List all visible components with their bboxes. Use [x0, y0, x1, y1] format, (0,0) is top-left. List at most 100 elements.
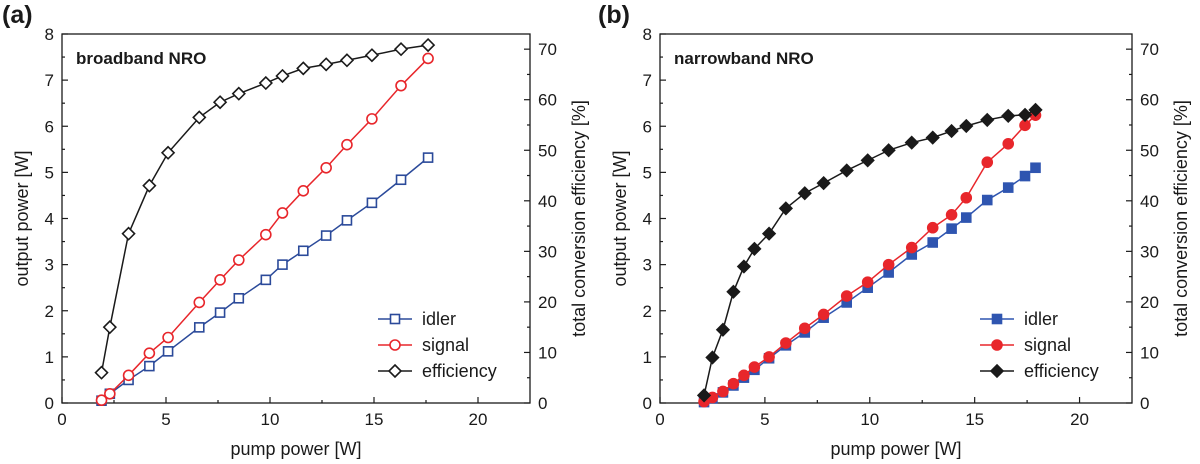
legend-marker-signal	[991, 339, 1003, 351]
legend-label-signal: signal	[1024, 335, 1071, 355]
data-point-signal	[320, 161, 332, 174]
legend-marker-idler	[389, 313, 401, 325]
y-tick-label: 4	[45, 210, 54, 229]
y-tick-label: 1	[643, 348, 652, 367]
y-tick-label: 1	[45, 348, 54, 367]
legend-label-signal: signal	[422, 335, 469, 355]
y-tick-label: 3	[643, 256, 652, 275]
x-tick-label: 5	[161, 410, 170, 429]
data-point-efficiency	[102, 320, 117, 335]
data-point-idler	[233, 292, 245, 304]
y2-tick-label: 70	[538, 40, 557, 59]
data-point-efficiency	[816, 175, 831, 191]
data-point-efficiency	[726, 284, 741, 299]
panel-label: (b)	[598, 1, 630, 29]
legend-label-efficiency: efficiency	[422, 361, 497, 381]
y2-tick-label: 10	[538, 343, 557, 362]
data-point-idler	[422, 152, 434, 163]
data-point-efficiency	[1017, 107, 1033, 123]
y-tick-label: 0	[643, 394, 652, 413]
data-point-efficiency	[393, 42, 409, 57]
data-point-signal	[214, 274, 226, 286]
chart-title: narrowband NRO	[674, 49, 814, 68]
data-point-efficiency	[212, 95, 228, 110]
data-point-efficiency	[339, 53, 355, 68]
y-tick-label: 3	[45, 256, 54, 275]
data-point-idler	[260, 274, 272, 286]
data-point-signal	[738, 369, 750, 382]
data-point-efficiency	[1028, 102, 1043, 117]
data-point-signal	[727, 377, 740, 390]
data-point-idler	[960, 212, 972, 223]
data-point-signal	[122, 369, 135, 382]
data-point-idler	[366, 197, 378, 209]
data-point-efficiency	[715, 322, 731, 337]
data-point-signal	[763, 351, 775, 363]
legend-marker-efficiency	[989, 363, 1005, 379]
x-tick-label: 0	[57, 410, 66, 429]
series-line-idler	[101, 157, 429, 402]
data-point-efficiency	[747, 241, 762, 256]
data-point-efficiency	[364, 48, 380, 63]
data-point-efficiency	[959, 118, 974, 134]
y2-tick-label: 60	[1140, 91, 1159, 110]
data-point-efficiency	[761, 226, 777, 241]
data-point-idler	[193, 322, 205, 333]
y-tick-label: 6	[45, 117, 54, 136]
y-axis-title: output power [W]	[610, 150, 630, 286]
x-axis-title: pump power [W]	[230, 439, 361, 459]
series-line-efficiency	[100, 44, 429, 373]
y2-tick-label: 20	[538, 293, 557, 312]
data-point-efficiency	[1001, 108, 1016, 124]
data-point-efficiency	[944, 123, 959, 139]
data-point-signal	[233, 254, 245, 266]
legend-label-idler: idler	[422, 309, 456, 329]
y2-tick-label: 10	[1140, 343, 1159, 362]
data-point-signal	[748, 361, 761, 373]
data-point-idler	[395, 174, 407, 186]
x-tick-label: 20	[469, 410, 488, 429]
data-point-efficiency	[881, 143, 896, 158]
y2-tick-label: 0	[1140, 394, 1149, 413]
data-point-efficiency	[420, 37, 436, 53]
y-tick-label: 7	[45, 71, 54, 90]
y2-tick-label: 50	[1140, 141, 1159, 160]
x-tick-label: 10	[860, 410, 879, 429]
data-point-idler	[214, 307, 226, 318]
y-tick-label: 8	[643, 25, 652, 44]
data-point-idler	[1030, 162, 1041, 174]
x-tick-label: 20	[1070, 410, 1089, 429]
y-axis-title: output power [W]	[12, 150, 32, 286]
y-tick-label: 8	[45, 25, 54, 44]
data-point-efficiency	[797, 186, 812, 201]
panel-label: (a)	[2, 1, 33, 29]
data-point-idler	[297, 245, 309, 257]
data-point-signal	[798, 322, 811, 335]
data-point-signal	[276, 207, 289, 219]
data-point-efficiency	[778, 201, 793, 216]
data-point-signal	[717, 385, 729, 398]
y2-tick-label: 70	[1140, 40, 1159, 59]
data-point-idler	[927, 237, 939, 248]
data-point-signal	[143, 347, 156, 359]
y-tick-label: 4	[643, 210, 652, 229]
data-point-signal	[297, 185, 310, 197]
data-point-efficiency	[192, 110, 207, 125]
data-point-idler	[144, 360, 155, 372]
y-tick-label: 5	[643, 163, 652, 182]
data-point-signal	[341, 138, 353, 151]
y-tick-label: 5	[45, 163, 54, 182]
data-point-efficiency	[142, 178, 157, 193]
data-point-signal	[945, 209, 958, 221]
data-point-efficiency	[696, 388, 712, 403]
data-point-signal	[193, 296, 206, 309]
data-point-efficiency	[904, 135, 919, 150]
series-line-signal	[101, 57, 429, 401]
data-point-idler	[320, 230, 332, 241]
data-point-signal	[926, 221, 939, 234]
data-point-idler	[277, 259, 288, 270]
data-point-idler	[1002, 182, 1014, 193]
x-tick-label: 15	[365, 410, 384, 429]
data-point-efficiency	[736, 259, 752, 274]
